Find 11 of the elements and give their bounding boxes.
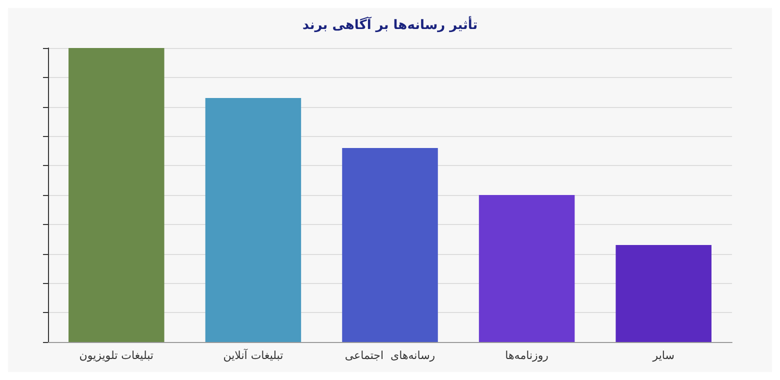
x-tick-label: سایر bbox=[652, 349, 674, 362]
x-tick-label: رسانه‌های اجتماعی bbox=[344, 349, 436, 362]
bar bbox=[205, 98, 302, 342]
x-tick-label: تبلیغات تلویزیون bbox=[79, 349, 154, 362]
bar bbox=[342, 148, 438, 342]
bar bbox=[68, 48, 164, 342]
bar bbox=[616, 244, 712, 342]
x-tick-label: تبلیغات آنلاین bbox=[223, 348, 284, 362]
x-tick-label: روزنامه‌ها bbox=[505, 349, 548, 362]
bar bbox=[478, 195, 575, 342]
chart-title: تأثیر رسانه‌ها بر آگاهی برند bbox=[302, 16, 478, 33]
